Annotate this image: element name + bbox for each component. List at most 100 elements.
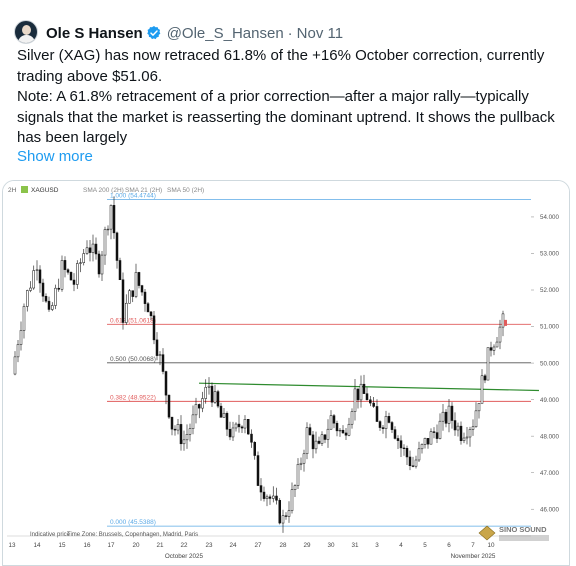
indicative-price-note: Indicative price (30, 532, 71, 538)
candle-down (317, 440, 321, 444)
candle-up (465, 436, 469, 439)
candle-down (362, 383, 366, 394)
candle-down (94, 243, 98, 255)
candle-up (314, 440, 318, 450)
candle-down (149, 311, 153, 317)
candle-down (323, 434, 327, 440)
candle-up (16, 344, 20, 358)
handle[interactable]: @Ole_S_Hansen (166, 24, 284, 42)
price-chart: 2H XAGUSD SMA 200 (2H) SMA 21 (2H) SMA 50 (2… (3, 181, 569, 565)
show-more-link[interactable]: Show more (17, 148, 93, 165)
candle-down (387, 416, 391, 423)
candle-up (486, 347, 490, 381)
candle-up (194, 404, 198, 416)
candle-down (459, 425, 463, 441)
candle-up (19, 330, 23, 345)
x-tick-label: 13 (8, 542, 16, 549)
candle-up (501, 313, 505, 328)
candle-up (456, 425, 460, 431)
display-name[interactable]: Ole S Hansen (46, 24, 143, 42)
post-date[interactable]: Nov 11 (296, 24, 344, 42)
candle-up (353, 388, 357, 412)
y-tick-label: 54.000 (540, 214, 559, 221)
candle-down (375, 406, 379, 422)
candle-up (243, 419, 247, 429)
candle-up (480, 375, 484, 404)
candle-up (158, 354, 162, 356)
chart-image[interactable]: 2H XAGUSD SMA 200 (2H) SMA 21 (2H) SMA 50 (2… (2, 180, 570, 566)
candle-down (396, 438, 400, 441)
candle-up (329, 415, 333, 430)
verified-badge-icon[interactable] (146, 25, 162, 41)
candle-up (91, 243, 95, 253)
candle-up (13, 356, 17, 375)
candle-down (225, 412, 229, 430)
candles (13, 196, 505, 533)
candle-up (438, 420, 442, 439)
candle-up (222, 412, 226, 418)
candle-up (350, 411, 354, 425)
x-tick-label: 29 (303, 542, 311, 549)
candle-down (167, 394, 171, 418)
fib-level-label: 0.618 (51.0618) (110, 317, 156, 324)
candle-up (79, 262, 82, 264)
candle-up (293, 485, 297, 490)
candle-down (69, 272, 73, 281)
candle-down (137, 272, 141, 286)
candle-down (332, 415, 336, 424)
candle-down (131, 290, 134, 297)
candle-up (302, 453, 306, 464)
candle-down (41, 282, 45, 297)
candle-up (60, 260, 64, 290)
candle-up (299, 462, 303, 465)
candle-down (284, 515, 288, 517)
avatar-face (22, 25, 31, 35)
fib-level-label: 0.382 (48.9522) (110, 394, 156, 401)
candle-down (47, 300, 51, 310)
candle-down (256, 455, 260, 486)
candle-up (296, 464, 300, 486)
candle-up (462, 437, 466, 441)
tweet-header: Ole S Hansen @Ole_S_Hansen · Nov 11 (46, 22, 343, 44)
chart-indicator-1: SMA 200 (2H) (83, 187, 124, 194)
candle-down (393, 429, 397, 439)
last-price-marker (504, 319, 507, 326)
y-tick-label: 52.000 (540, 287, 559, 294)
chart-indicator-3: SMA 50 (2H) (167, 187, 204, 194)
watermark-diamond (478, 525, 496, 541)
candle-down (38, 269, 42, 284)
candle-down (72, 279, 76, 285)
candle-down (210, 385, 214, 403)
x-tick-label: 5 (423, 542, 427, 549)
chart-symbol: XAGUSD (31, 187, 59, 194)
fib-level-label: 1.000 (54.4744) (110, 193, 156, 200)
candle-down (341, 429, 345, 434)
y-tick-label: 53.000 (540, 251, 559, 258)
candle-down (219, 405, 223, 418)
chart-timeframe: 2H (8, 187, 17, 194)
candle-down (411, 465, 415, 467)
chart-background (3, 181, 569, 565)
avatar[interactable] (14, 20, 38, 44)
fib-level-label: 0.000 (45.5388) (110, 519, 156, 526)
candle-down (426, 438, 430, 445)
candle-up (468, 429, 472, 438)
candle-down (179, 424, 183, 445)
x-tick-label: 20 (132, 542, 140, 549)
candle-down (390, 422, 394, 430)
candle-up (265, 496, 269, 499)
candle-down (44, 296, 48, 302)
tweet-text: Silver (XAG) has now retraced 61.8% of t… (17, 46, 565, 149)
x-tick-label: 17 (107, 542, 115, 549)
candle-up (185, 434, 189, 441)
candle-down (228, 429, 232, 438)
candle-down (489, 347, 493, 351)
candle-down (435, 432, 439, 439)
candle-up (29, 287, 32, 291)
candle-down (253, 442, 256, 456)
candle-up (109, 205, 113, 230)
candle-down (365, 393, 369, 401)
x-tick-label: 21 (156, 542, 164, 549)
candle-up (125, 302, 128, 323)
candle-down (152, 315, 156, 341)
